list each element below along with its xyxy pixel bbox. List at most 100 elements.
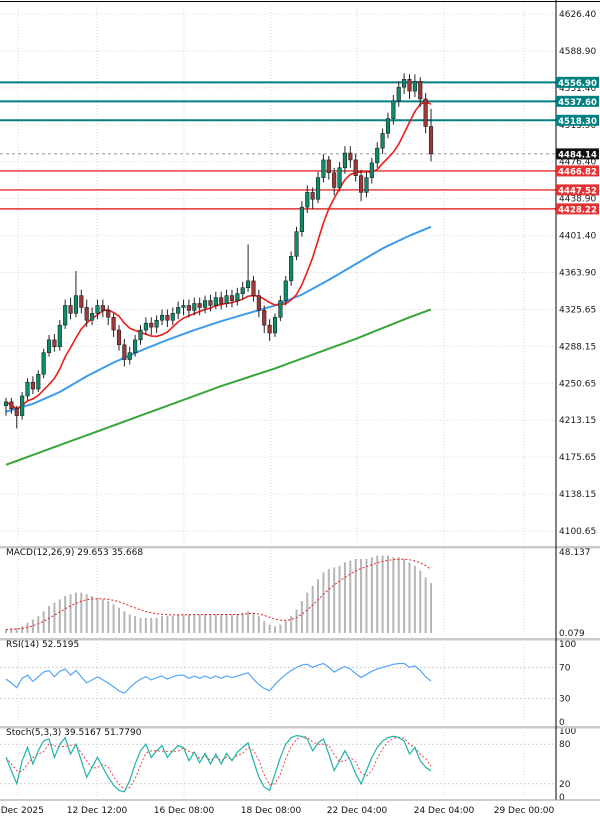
candle	[235, 293, 240, 301]
candle	[149, 322, 154, 328]
candle	[3, 401, 9, 407]
candle	[36, 374, 41, 390]
candle	[154, 319, 159, 328]
candle	[159, 315, 165, 321]
rsi-axis-label: 70	[559, 663, 571, 673]
support-price-badge	[556, 203, 599, 215]
stoch-axis-label: 80	[559, 740, 571, 750]
candle	[57, 324, 62, 348]
macd-panel: 48.137 0.079	[5, 548, 591, 639]
rsi-panel: 100 70 30 0	[0, 640, 576, 728]
candle	[272, 317, 278, 334]
price-badges: 4556.90 4537.60 4518.30 4466.82 4447.52 4428.…	[556, 76, 599, 215]
candle	[380, 133, 385, 149]
time-label: 22 Dec 04:00	[326, 806, 388, 816]
svg-text:4537.60: 4537.60	[558, 98, 597, 108]
price-axis-label: 4100.65	[559, 527, 596, 537]
candle	[305, 192, 310, 208]
candle	[208, 300, 213, 306]
candle	[90, 313, 95, 321]
candles	[3, 73, 434, 429]
candle	[84, 307, 89, 321]
candle	[326, 159, 331, 173]
candle	[127, 352, 132, 360]
candle	[251, 280, 256, 296]
candle	[170, 313, 175, 321]
candle	[165, 315, 170, 321]
candle	[267, 324, 272, 334]
candle	[332, 172, 337, 188]
stoch-axis-label: 100	[559, 727, 576, 737]
ma-mid-line	[5, 225, 432, 413]
candle	[186, 305, 191, 311]
candle	[423, 98, 428, 127]
rsi-line	[5, 662, 432, 694]
candle	[122, 344, 127, 360]
ma-slow-line	[5, 308, 432, 466]
candle	[176, 307, 181, 314]
resistance-price-badge	[556, 114, 599, 126]
candle	[396, 86, 401, 102]
candle	[143, 322, 148, 331]
time-label: 18 Dec 08:00	[240, 806, 302, 816]
rsi-indicator-label: RSI(14) 52.5195	[6, 640, 80, 650]
candle	[294, 231, 299, 257]
candle	[337, 167, 342, 188]
macd-indicator-label: MACD(12,26,9) 29.653 35.668	[6, 548, 144, 558]
price-axis-label: 4250.65	[559, 379, 596, 389]
time-label: 29 Dec 00:00	[493, 806, 555, 816]
candle	[369, 162, 374, 178]
stoch-k-line	[5, 735, 432, 793]
moving-averages	[5, 101, 432, 466]
candle	[283, 280, 288, 301]
candle	[52, 339, 57, 348]
candle	[133, 339, 138, 353]
macd-axis-label: 48.137	[559, 548, 591, 558]
level-lines	[0, 81, 556, 210]
time-axis: 0 Dec 2025 12 Dec 12:00 16 Dec 08:00 18 Dec…	[0, 801, 556, 821]
candle	[342, 152, 347, 169]
candle	[41, 352, 46, 375]
time-label: 0 Dec 2025	[0, 806, 44, 816]
current-price-badge	[556, 148, 599, 160]
candle	[46, 339, 52, 353]
resistance-price-badge	[556, 76, 599, 88]
candle	[375, 147, 380, 164]
price-axis-label: 4138.15	[559, 490, 596, 500]
candle	[63, 305, 68, 326]
candle	[68, 305, 73, 314]
candle	[111, 317, 116, 331]
candle	[181, 305, 186, 308]
candle	[310, 192, 315, 200]
candle	[364, 177, 369, 193]
candle	[402, 79, 407, 88]
svg-text:4484.14: 4484.14	[558, 150, 597, 160]
price-axis-label: 4363.90	[559, 269, 596, 279]
candle	[25, 381, 30, 397]
candle	[353, 159, 358, 176]
candle	[30, 381, 35, 390]
candle	[79, 295, 84, 308]
price-axis-label: 4551.40	[559, 84, 596, 94]
candle	[299, 206, 304, 232]
price-axis-label: 4325.65	[559, 305, 596, 315]
price-axis-label: 4401.40	[559, 232, 596, 242]
support-price-badge	[556, 184, 599, 196]
frame	[0, 0, 600, 801]
resistance-price-badge	[556, 95, 599, 107]
candle	[256, 295, 261, 311]
svg-text:4428.22: 4428.22	[558, 205, 597, 215]
candle	[246, 280, 251, 289]
candle	[278, 300, 283, 318]
stoch-axis-label: 0	[559, 793, 565, 803]
ma-fast-line	[5, 101, 432, 410]
stoch-panel: 100 80 20 0	[0, 727, 576, 803]
candle	[213, 297, 218, 306]
price-axis-label: 4288.15	[559, 342, 596, 352]
candle	[219, 297, 224, 304]
candle	[192, 303, 197, 311]
macd-signal-line	[5, 558, 432, 631]
svg-text:4447.52: 4447.52	[558, 186, 597, 196]
